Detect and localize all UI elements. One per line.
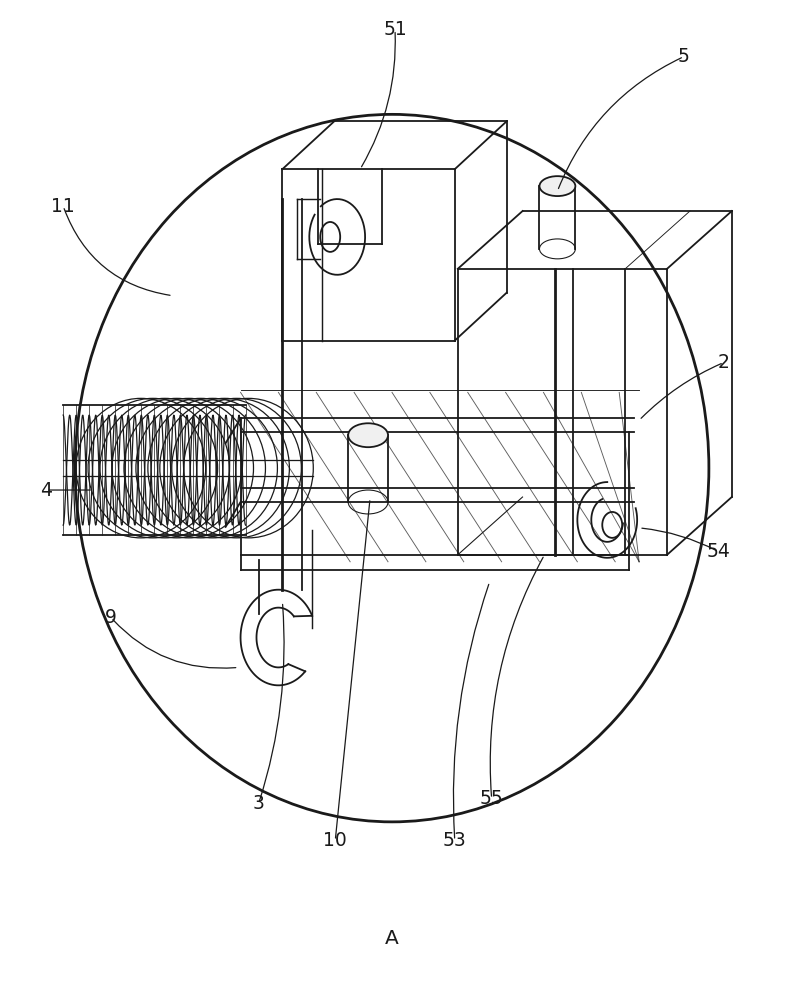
Text: 10: 10 xyxy=(323,831,347,850)
Text: 55: 55 xyxy=(480,789,503,808)
Text: A: A xyxy=(386,929,399,948)
Text: 11: 11 xyxy=(51,197,75,216)
Text: 3: 3 xyxy=(253,794,265,813)
Text: 53: 53 xyxy=(443,831,467,850)
Ellipse shape xyxy=(348,423,388,447)
Text: 9: 9 xyxy=(105,608,117,627)
Text: 2: 2 xyxy=(718,353,730,372)
Text: 5: 5 xyxy=(678,47,690,66)
Text: 54: 54 xyxy=(707,542,731,561)
Ellipse shape xyxy=(540,176,575,196)
Text: 4: 4 xyxy=(40,481,52,500)
Text: 51: 51 xyxy=(383,20,407,39)
